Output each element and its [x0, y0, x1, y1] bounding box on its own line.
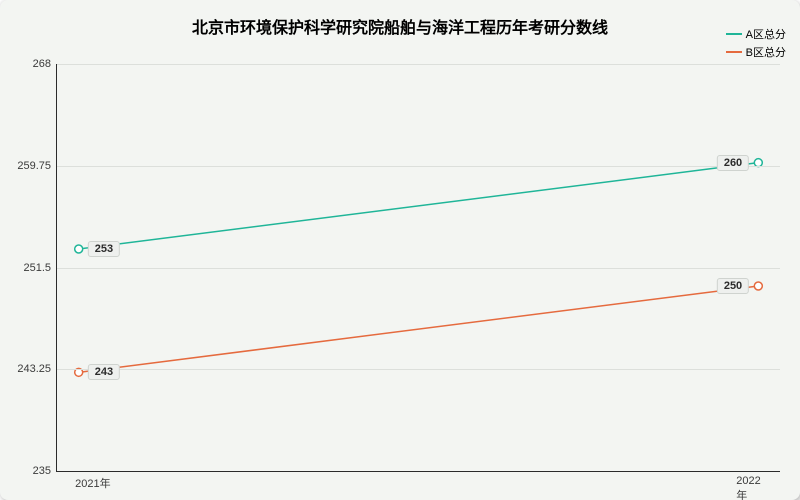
- series-line: [79, 286, 759, 372]
- y-axis-tick: 259.75: [17, 160, 57, 172]
- legend-label-a: A区总分: [746, 26, 786, 42]
- legend-swatch-b: [726, 51, 742, 53]
- gridline: [57, 64, 780, 65]
- legend-label-b: B区总分: [746, 44, 786, 60]
- gridline: [57, 166, 780, 167]
- plot-area: 235243.25251.5259.752682021年2022年2532602…: [56, 64, 780, 472]
- series-marker: [75, 245, 83, 253]
- legend-item-b: B区总分: [726, 44, 786, 60]
- legend: A区总分 B区总分: [726, 26, 786, 62]
- x-axis-tick: 2022年: [736, 471, 760, 500]
- gridline: [57, 268, 780, 269]
- chart-container: 北京市环境保护科学研究院船舶与海洋工程历年考研分数线 A区总分 B区总分 235…: [0, 0, 800, 500]
- value-label: 260: [717, 155, 749, 171]
- legend-swatch-a: [726, 33, 742, 35]
- y-axis-tick: 268: [33, 58, 57, 70]
- y-axis-tick: 251.5: [23, 262, 57, 274]
- value-label: 253: [88, 241, 120, 257]
- value-label: 243: [88, 364, 120, 380]
- series-line: [79, 163, 759, 249]
- series-marker: [754, 282, 762, 290]
- chart-title: 北京市环境保护科学研究院船舶与海洋工程历年考研分数线: [0, 14, 800, 38]
- legend-item-a: A区总分: [726, 26, 786, 42]
- value-label: 250: [717, 278, 749, 294]
- x-axis-tick: 2021年: [75, 471, 110, 491]
- y-axis-tick: 235: [33, 465, 57, 477]
- gridline: [57, 369, 780, 370]
- y-axis-tick: 243.25: [17, 363, 57, 375]
